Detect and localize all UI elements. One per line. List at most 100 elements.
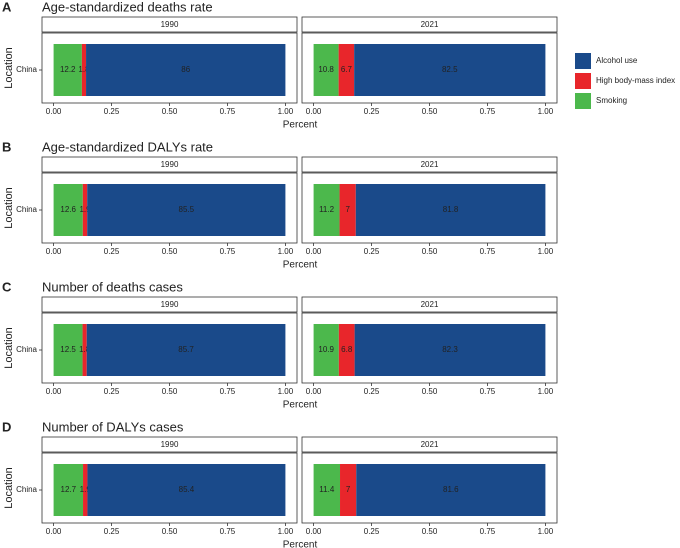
bar-segment bbox=[339, 184, 356, 236]
x-tick-label: 0.25 bbox=[104, 247, 120, 256]
y-tick-label: China bbox=[16, 65, 37, 74]
y-axis-title: Location bbox=[3, 327, 15, 369]
panel-title: Age-standardized DALYs rate bbox=[42, 139, 213, 154]
x-tick-label: 0.00 bbox=[306, 387, 322, 396]
value-label: 11.4 bbox=[319, 485, 335, 494]
x-tick-label: 0.00 bbox=[46, 107, 62, 116]
x-tick-label: 0.50 bbox=[162, 527, 178, 536]
value-label: 12.6 bbox=[60, 205, 76, 214]
legend-swatch bbox=[575, 93, 591, 109]
x-tick-label: 0.50 bbox=[422, 387, 438, 396]
bar-segment bbox=[356, 464, 546, 516]
x-axis-title: Percent bbox=[283, 260, 318, 271]
facet-strip bbox=[41, 436, 298, 453]
x-tick-label: 1.00 bbox=[538, 247, 554, 256]
bar-segment bbox=[354, 44, 546, 96]
panel-label: B bbox=[2, 139, 11, 154]
bar-segment bbox=[82, 324, 87, 376]
x-tick-label: 0.00 bbox=[306, 527, 322, 536]
facet-label: 2021 bbox=[421, 160, 439, 169]
legend-swatch bbox=[575, 73, 591, 89]
bar-segment bbox=[87, 464, 286, 516]
x-tick-label: 0.75 bbox=[220, 527, 236, 536]
facet-strip bbox=[301, 16, 558, 33]
x-axis-title: Percent bbox=[283, 120, 318, 131]
x-tick-label: 0.00 bbox=[306, 247, 322, 256]
x-tick-label: 0.75 bbox=[220, 387, 236, 396]
value-label: 85.7 bbox=[178, 345, 194, 354]
legend-swatch bbox=[575, 53, 591, 69]
bar-segment bbox=[81, 44, 87, 96]
bar-segment bbox=[86, 44, 286, 96]
value-label: 81.8 bbox=[443, 205, 459, 214]
bar-segment bbox=[313, 324, 339, 376]
value-label: 11.2 bbox=[319, 205, 335, 214]
bar-segment bbox=[53, 44, 82, 96]
bar-segment bbox=[313, 44, 339, 96]
value-label: 7 bbox=[346, 485, 351, 494]
facet-strip bbox=[301, 156, 558, 173]
x-tick-label: 0.00 bbox=[46, 387, 62, 396]
x-tick-label: 1.00 bbox=[538, 107, 554, 116]
value-label: 81.6 bbox=[443, 485, 459, 494]
y-tick-label: China bbox=[16, 345, 37, 354]
facet-label: 1990 bbox=[161, 20, 179, 29]
panel-title: Number of DALYs cases bbox=[42, 419, 184, 434]
x-tick-label: 1.00 bbox=[278, 527, 294, 536]
value-label: 10.9 bbox=[318, 345, 334, 354]
value-label: 12.7 bbox=[61, 485, 77, 494]
bar-segment bbox=[313, 464, 341, 516]
facet-strip bbox=[301, 296, 558, 313]
value-label: 82.5 bbox=[442, 65, 458, 74]
value-label: 1.9 bbox=[79, 205, 91, 214]
x-tick-label: 1.00 bbox=[538, 527, 554, 536]
bar-segment bbox=[53, 184, 83, 236]
value-label: 6.8 bbox=[341, 345, 353, 354]
x-tick-label: 0.50 bbox=[162, 387, 178, 396]
x-axis-title: Percent bbox=[283, 540, 318, 548]
x-tick-label: 0.75 bbox=[480, 527, 496, 536]
x-tick-label: 0.25 bbox=[364, 527, 380, 536]
y-axis-title: Location bbox=[3, 187, 15, 229]
facet-strip bbox=[41, 156, 298, 173]
x-tick-label: 0.50 bbox=[162, 247, 178, 256]
x-tick-label: 0.75 bbox=[220, 107, 236, 116]
value-label: 6.7 bbox=[341, 65, 353, 74]
bar-segment bbox=[338, 324, 355, 376]
x-tick-label: 0.25 bbox=[104, 387, 120, 396]
value-label: 10.8 bbox=[318, 65, 334, 74]
bar-segment bbox=[340, 464, 357, 516]
panel-title: Age-standardized deaths rate bbox=[42, 0, 213, 14]
y-tick-label: China bbox=[16, 205, 37, 214]
x-tick-label: 0.00 bbox=[46, 527, 62, 536]
x-tick-label: 0.00 bbox=[306, 107, 322, 116]
y-axis-title: Location bbox=[3, 467, 15, 509]
value-label: 82.3 bbox=[442, 345, 458, 354]
x-tick-label: 1.00 bbox=[278, 247, 294, 256]
x-tick-label: 0.25 bbox=[364, 247, 380, 256]
value-label: 1.9 bbox=[80, 485, 92, 494]
x-tick-label: 0.25 bbox=[364, 387, 380, 396]
facet-label: 1990 bbox=[161, 160, 179, 169]
value-label: 12.2 bbox=[60, 65, 76, 74]
bar-segment bbox=[53, 464, 84, 516]
legend-label: High body-mass index bbox=[596, 76, 675, 85]
bar-segment bbox=[83, 464, 88, 516]
facet-strip bbox=[41, 16, 298, 33]
value-label: 85.4 bbox=[179, 485, 195, 494]
panel-title: Number of deaths cases bbox=[42, 279, 183, 294]
panel-label: D bbox=[2, 419, 11, 434]
x-tick-label: 0.50 bbox=[422, 107, 438, 116]
x-tick-label: 1.00 bbox=[278, 107, 294, 116]
x-tick-label: 0.75 bbox=[480, 107, 496, 116]
value-label: 7 bbox=[345, 205, 350, 214]
x-axis-title: Percent bbox=[283, 400, 318, 411]
value-label: 86 bbox=[181, 65, 190, 74]
bar-segment bbox=[53, 324, 83, 376]
x-tick-label: 0.25 bbox=[364, 107, 380, 116]
bar-segment bbox=[87, 184, 286, 236]
x-tick-label: 1.00 bbox=[538, 387, 554, 396]
facet-strip bbox=[41, 296, 298, 313]
bar-segment bbox=[355, 184, 546, 236]
